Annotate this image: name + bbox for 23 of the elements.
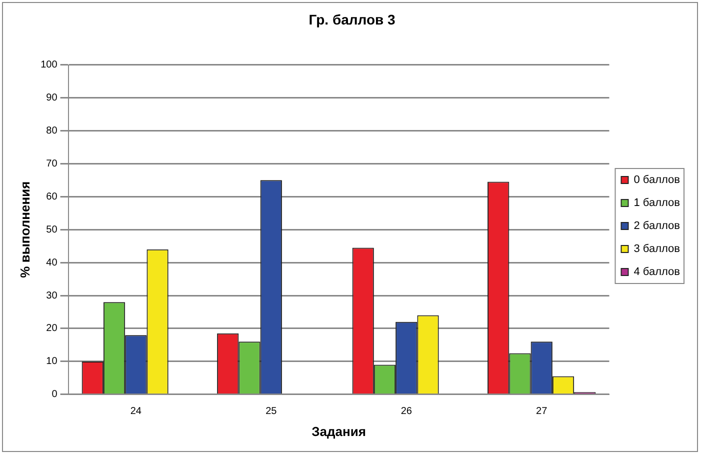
legend-label: 1 баллов (634, 197, 680, 210)
legend-label: 3 баллов (634, 243, 680, 256)
y-tick-label: 100 (40, 60, 58, 71)
y-tick-label: 80 (46, 125, 58, 136)
y-tick-label: 70 (46, 158, 58, 170)
y-tick-label: 60 (46, 191, 58, 202)
legend-label: 0 баллов (634, 174, 680, 186)
y-tick-label: 50 (46, 224, 58, 236)
x-tick-label: 26 (400, 406, 412, 418)
y-tick-label: 10 (46, 356, 58, 368)
y-tick-label: 30 (46, 290, 58, 302)
y-tick-label: 0 (52, 389, 58, 400)
legend-label: 4 баллов (634, 266, 680, 278)
y-axis-title: % выполнения (17, 181, 32, 278)
legend-label: 2 баллов (634, 220, 680, 232)
x-tick-label: 25 (266, 406, 278, 418)
y-tick-label: 20 (46, 323, 58, 334)
x-axis-title: Задания (312, 424, 366, 439)
chart-title: Гр. баллов 3 (308, 11, 396, 28)
x-tick-label: 24 (130, 406, 142, 418)
y-tick-label: 40 (46, 257, 58, 268)
y-tick-label: 90 (46, 92, 58, 104)
x-tick-label: 27 (536, 406, 548, 418)
